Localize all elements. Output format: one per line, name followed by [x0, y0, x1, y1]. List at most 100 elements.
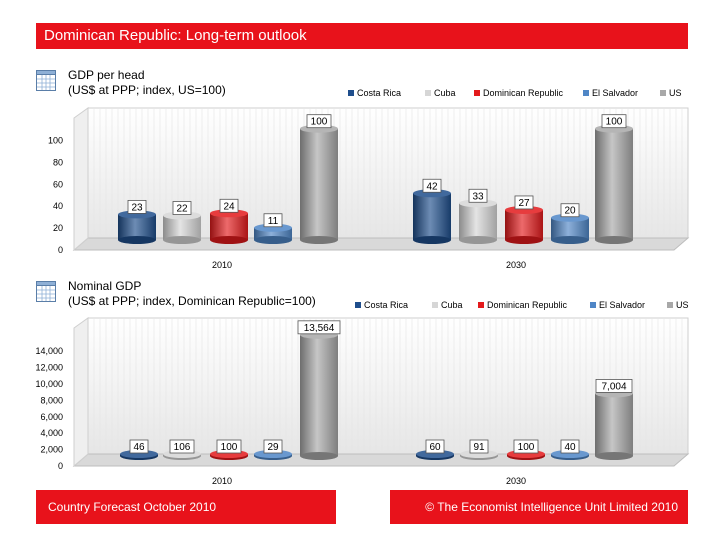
- legend-swatch: [667, 302, 673, 308]
- bar: [413, 193, 451, 240]
- y-tick-label: 8,000: [40, 395, 63, 405]
- data-label-box: [560, 203, 580, 218]
- footer-left-text: Country Forecast October 2010: [48, 500, 217, 514]
- data-label-box: [425, 439, 445, 454]
- y-tick-label: 80: [53, 157, 63, 167]
- chart1-title: GDP per head: [68, 68, 145, 82]
- bar-top: [460, 450, 498, 458]
- data-label-box: [560, 439, 580, 454]
- y-tick-label: 6,000: [40, 412, 63, 422]
- data-label: 100: [606, 117, 623, 128]
- bar: [300, 128, 338, 240]
- bar-base: [210, 236, 248, 244]
- chart2-title: Nominal GDP: [68, 279, 142, 293]
- footer-right-text: © The Economist Intelligence Unit Limite…: [425, 500, 678, 514]
- data-label: 11: [268, 216, 279, 227]
- data-label-box: [216, 439, 242, 454]
- bar-base: [595, 452, 633, 460]
- bar-base: [551, 236, 589, 244]
- data-label: 106: [174, 442, 191, 453]
- y-tick-label: 60: [53, 179, 63, 189]
- x-tick-label: 2010: [212, 260, 232, 270]
- bar-top: [459, 199, 497, 208]
- chart1-title-block: GDP per head (US$ at PPP; index, US=100): [68, 68, 226, 98]
- data-label: 100: [311, 117, 328, 128]
- data-label-box: [172, 201, 192, 215]
- y-tick-label: 12,000: [35, 363, 63, 373]
- bar-top: [118, 210, 156, 219]
- data-label-box: [263, 213, 283, 228]
- y-tick-label: 10,000: [35, 379, 63, 389]
- data-label-box: [601, 114, 627, 129]
- bar: [459, 203, 497, 240]
- calendar-icon: [36, 281, 56, 302]
- data-label: 100: [518, 442, 535, 453]
- bar-top: [254, 223, 292, 232]
- chart2-subtitle: (US$ at PPP; index, Dominican Republic=1…: [68, 294, 316, 308]
- data-label: 24: [223, 201, 235, 212]
- chart1-subtitle: (US$ at PPP; index, US=100): [68, 83, 226, 97]
- data-label: 22: [176, 204, 188, 215]
- y-tick-label: 14,000: [35, 346, 63, 356]
- legend-swatch: [590, 302, 596, 308]
- data-label-box: [169, 439, 195, 454]
- data-label: 100: [221, 442, 238, 453]
- bar-top: [551, 213, 589, 222]
- x-tick-label: 2030: [506, 476, 526, 486]
- data-label-box: [219, 198, 239, 213]
- bar: [118, 214, 156, 240]
- bar-base: [118, 236, 156, 244]
- data-label-box: [595, 379, 633, 393]
- data-label-box: [422, 178, 442, 193]
- data-label: 20: [564, 206, 576, 217]
- bar-base: [300, 236, 338, 244]
- legend-label: Dominican Republic: [487, 300, 568, 310]
- data-label: 40: [564, 442, 576, 453]
- legend-swatch: [425, 90, 431, 96]
- y-tick-label: 0: [58, 245, 63, 255]
- data-label-box: [297, 320, 341, 335]
- bar-top: [505, 205, 543, 214]
- data-label: 13,564: [304, 323, 335, 334]
- bar: [300, 334, 338, 456]
- legend-swatch: [355, 302, 361, 308]
- bar-base: [595, 236, 633, 244]
- data-label-box: [469, 439, 489, 454]
- legend-label: El Salvador: [592, 88, 638, 98]
- bar: [210, 213, 248, 240]
- legend-label: Dominican Republic: [483, 88, 564, 98]
- bar: [595, 393, 633, 456]
- legend-swatch: [583, 90, 589, 96]
- legend-label: US: [669, 88, 682, 98]
- data-label-box: [468, 188, 488, 203]
- data-label: 29: [267, 442, 279, 453]
- data-label: 60: [429, 442, 441, 453]
- legend-label: Cuba: [441, 300, 463, 310]
- calendar-icon: [36, 70, 56, 91]
- legend-swatch: [348, 90, 354, 96]
- bar-top: [416, 450, 454, 458]
- bar-base: [459, 236, 497, 244]
- data-label: 27: [518, 198, 530, 209]
- bar-base: [254, 236, 292, 244]
- data-label-box: [127, 199, 147, 214]
- bar: [595, 128, 633, 240]
- x-tick-label: 2010: [212, 476, 232, 486]
- bar-base: [300, 452, 338, 460]
- bar-top: [254, 450, 292, 458]
- data-label-box: [514, 195, 534, 210]
- bar-base: [163, 236, 201, 244]
- plot-side-wall: [73, 317, 89, 468]
- y-tick-label: 0: [58, 461, 63, 471]
- legend-swatch: [474, 90, 480, 96]
- y-tick-label: 4,000: [40, 428, 63, 438]
- y-tick-label: 40: [53, 201, 63, 211]
- footer-copyright: © The Economist Intelligence Unit Limite…: [390, 490, 688, 524]
- bar-top: [120, 450, 158, 458]
- legend-label: Cuba: [434, 88, 456, 98]
- data-label: 46: [133, 442, 145, 453]
- bar-top: [413, 189, 451, 198]
- legend-swatch: [432, 302, 438, 308]
- data-label: 23: [131, 202, 143, 213]
